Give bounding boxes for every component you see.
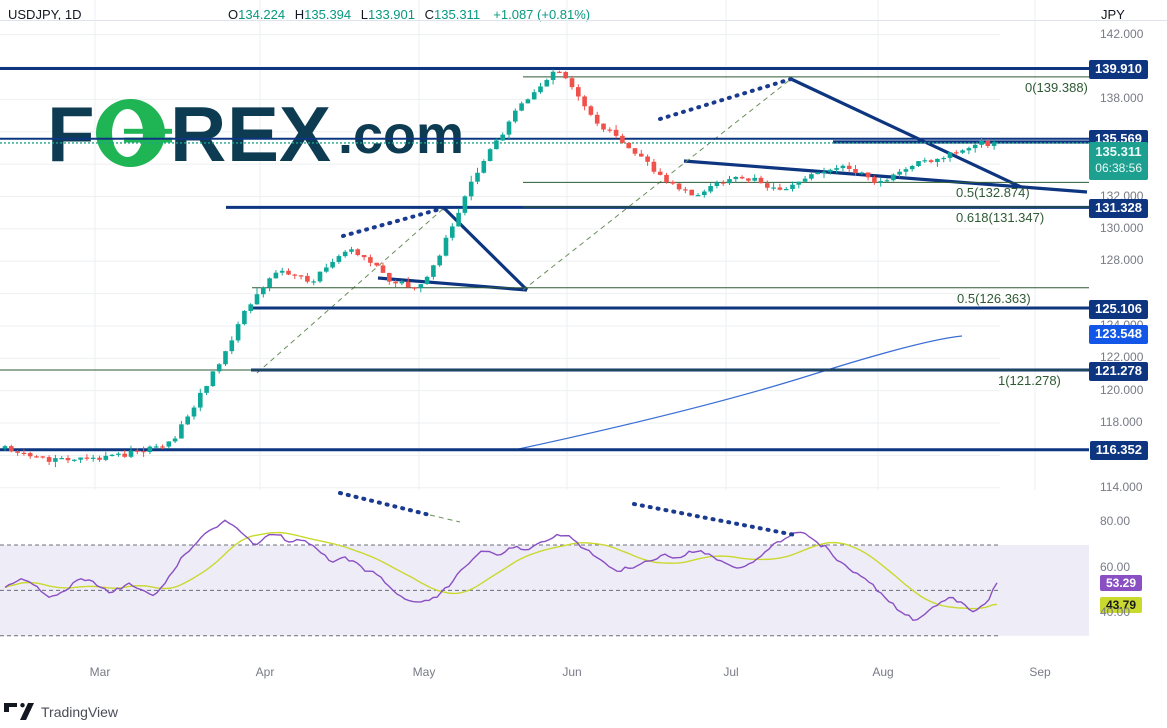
svg-text:TradingView: TradingView [41,704,119,720]
